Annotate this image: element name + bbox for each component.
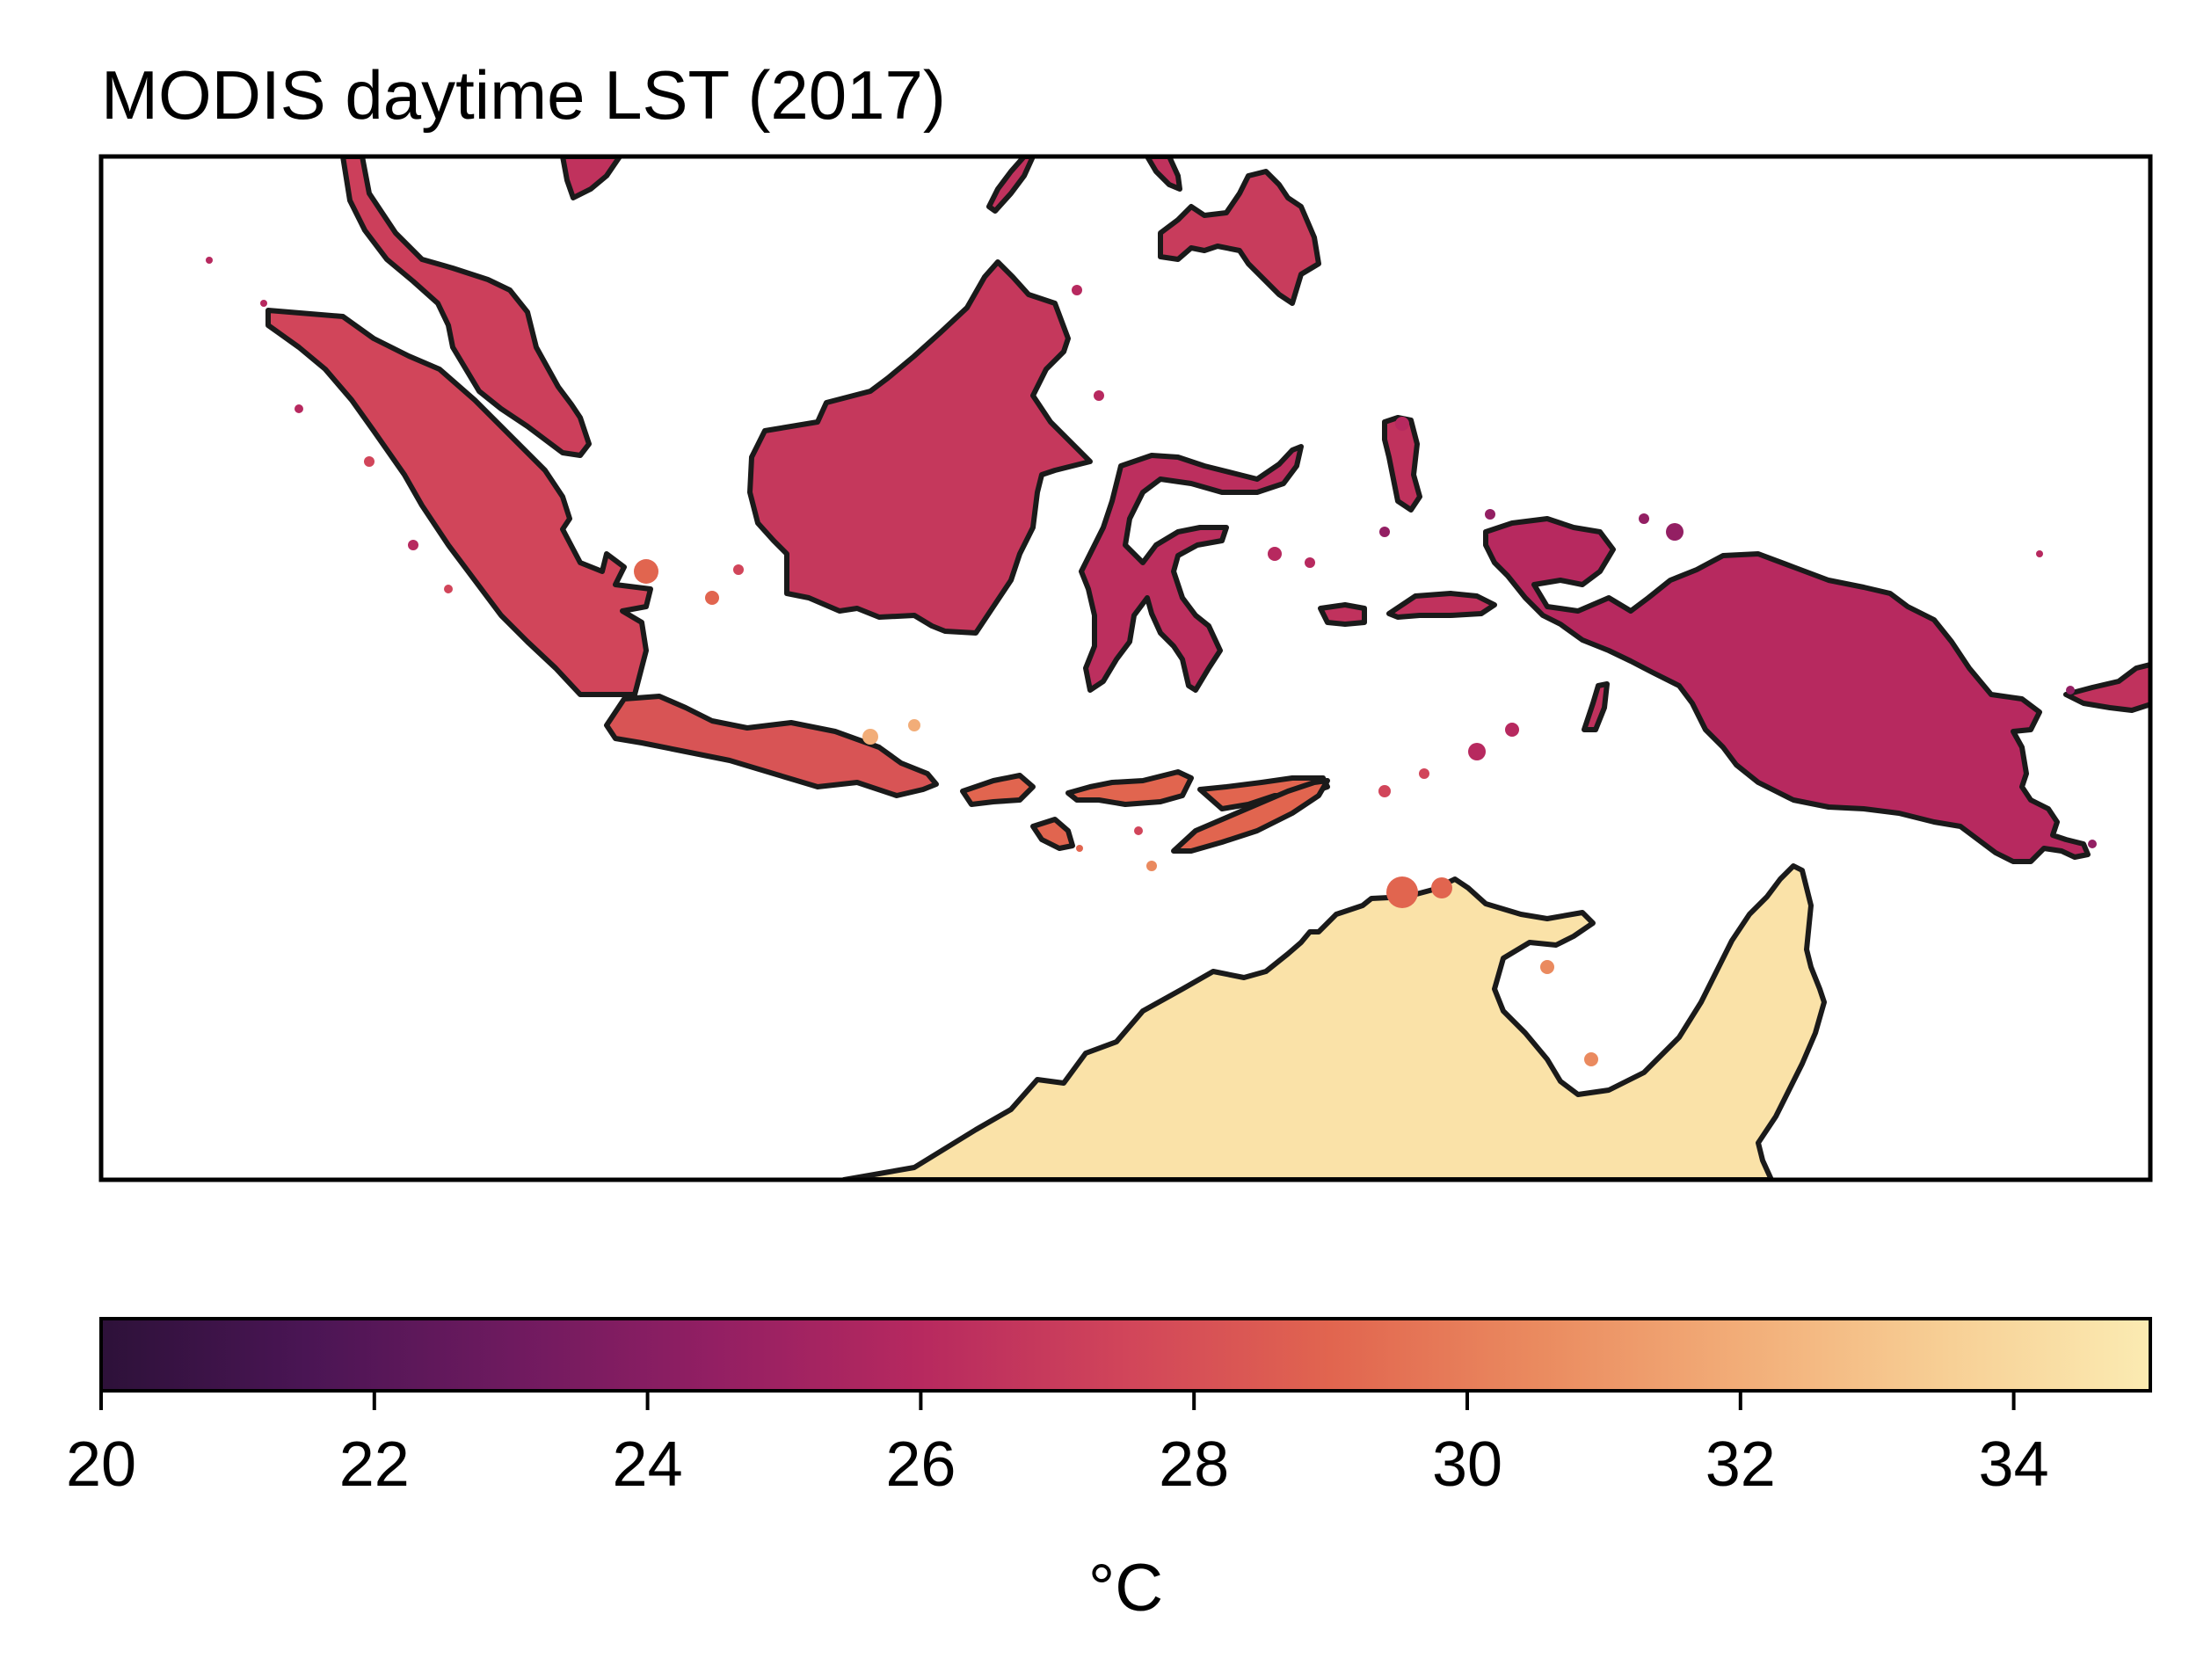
small-island-speck [364, 456, 375, 467]
landmass-new-britain [2063, 661, 2150, 713]
landmass-mindanao [1158, 169, 1321, 306]
colorbar-tick-label: 32 [1705, 1429, 1776, 1500]
small-island-speck [2066, 686, 2075, 695]
landmass-philippines-north [986, 156, 1036, 214]
colorbar-tick-label: 24 [613, 1429, 683, 1500]
colorbar-label: °C [1088, 1551, 1163, 1625]
map-land-layer [206, 156, 2150, 1180]
landmass-malay-peninsula [340, 156, 592, 458]
small-island-speck [1540, 960, 1554, 974]
map-title: MODIS daytime LST (2017) [101, 56, 946, 134]
small-island-speck [862, 729, 878, 745]
small-island-speck [1094, 390, 1104, 401]
landmass-malay-tip [560, 156, 622, 200]
small-island-speck [1419, 768, 1429, 779]
colorbar-bar [99, 1317, 2152, 1393]
landmass-new-guinea [1483, 516, 2091, 864]
small-island-speck [1379, 527, 1390, 537]
small-island-speck [444, 585, 453, 593]
small-island-speck [1072, 285, 1082, 295]
small-island-speck [1666, 523, 1684, 541]
colorbar-tick-label: 22 [339, 1429, 410, 1500]
landmass-halmahera [1382, 415, 1422, 513]
small-island-speck [1268, 547, 1282, 561]
landmass-flores [1197, 775, 1330, 811]
landmass-tanimbar [1582, 681, 1610, 732]
small-island-speck [1146, 861, 1157, 871]
small-island-speck [1134, 826, 1143, 835]
landmass-borneo [747, 259, 1093, 636]
colorbar-tick-label: 26 [885, 1429, 956, 1500]
small-island-speck [408, 540, 418, 550]
small-island-speck [1305, 557, 1315, 568]
colorbar-tick-label: 30 [1432, 1429, 1502, 1500]
landmass-sumbawa [1065, 769, 1194, 807]
small-island-speck [2036, 550, 2043, 557]
small-island-speck [1378, 785, 1391, 797]
small-island-speck [1505, 723, 1519, 737]
landmass-buru [1318, 602, 1367, 627]
small-island-speck [1386, 876, 1418, 908]
small-island-speck [1639, 513, 1649, 524]
small-islands [206, 257, 2097, 1066]
small-island-speck [908, 719, 920, 731]
map-frame [98, 154, 2153, 1182]
small-island-speck [1395, 417, 1409, 431]
small-island-speck [1468, 743, 1486, 760]
small-island-speck [260, 300, 267, 307]
colorbar-tick-label: 20 [66, 1429, 136, 1500]
small-island-speck [733, 564, 744, 575]
small-island-speck [1076, 845, 1083, 852]
landmass-philippines-center [1145, 156, 1182, 192]
landmass-java [604, 694, 939, 798]
landmass-timor [1171, 778, 1330, 854]
colorbar-tick-label: 28 [1159, 1429, 1229, 1500]
small-island-speck [295, 404, 303, 413]
colorbar-ticks: 20 22 24 26 28 30 32 34 [66, 1391, 2049, 1500]
small-island-speck [1485, 509, 1495, 520]
colorbar: 20 22 24 26 28 30 32 34 °C [66, 1317, 2152, 1625]
landmass-northern-australia [841, 863, 1827, 1180]
landmass-bali [960, 773, 1036, 807]
landmass-sulawesi [1079, 444, 1304, 693]
small-island-speck [1431, 877, 1452, 898]
map-panel [98, 154, 2153, 1182]
small-island-speck [705, 591, 719, 605]
landmass-seram [1386, 591, 1497, 620]
small-island-speck [1584, 1052, 1598, 1066]
landmass-sumatra [265, 308, 653, 697]
small-island-speck [634, 559, 658, 584]
small-island-speck [206, 257, 213, 264]
colorbar-tick-label: 34 [1979, 1429, 2049, 1500]
landmass-sumba [1030, 817, 1075, 851]
small-island-speck [2088, 840, 2097, 848]
